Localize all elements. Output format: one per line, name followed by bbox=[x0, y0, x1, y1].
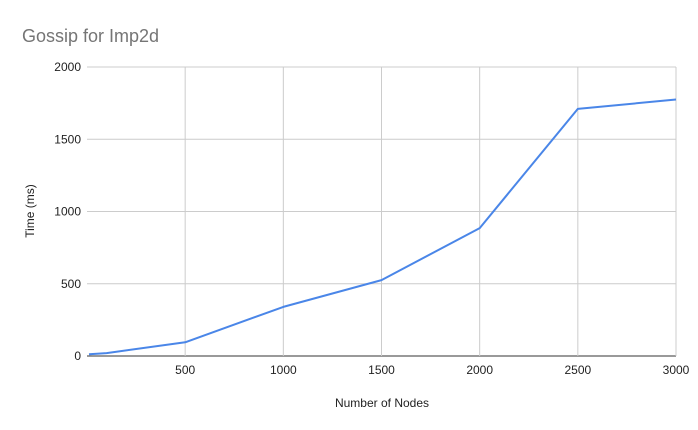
series-group bbox=[88, 98, 677, 356]
series-line-0 bbox=[88, 98, 677, 356]
x-tick-label-0: 500 bbox=[175, 363, 195, 377]
y-axis-title: Time (ms) bbox=[23, 184, 37, 238]
x-axis-ticks: 500 1000 1500 2000 2500 3000 bbox=[175, 363, 690, 377]
y-tick-label-2: 1000 bbox=[54, 205, 81, 219]
grid bbox=[87, 66, 677, 357]
x-axis-title: Number of Nodes bbox=[335, 396, 429, 410]
y-axis-ticks: 0 500 1000 1500 2000 bbox=[54, 60, 81, 363]
x-tick-label-4: 2500 bbox=[564, 363, 591, 377]
y-tick-label-3: 1500 bbox=[54, 132, 81, 146]
y-tick-label-1: 500 bbox=[61, 277, 81, 291]
y-tick-label-4: 2000 bbox=[54, 60, 81, 74]
x-tick-label-3: 2000 bbox=[466, 363, 493, 377]
x-tick-label-2: 1500 bbox=[368, 363, 395, 377]
y-tick-label-0: 0 bbox=[74, 349, 81, 363]
x-tick-label-1: 1000 bbox=[270, 363, 297, 377]
x-tick-label-5: 3000 bbox=[663, 363, 690, 377]
chart-title: Gossip for Imp2d bbox=[22, 26, 159, 46]
